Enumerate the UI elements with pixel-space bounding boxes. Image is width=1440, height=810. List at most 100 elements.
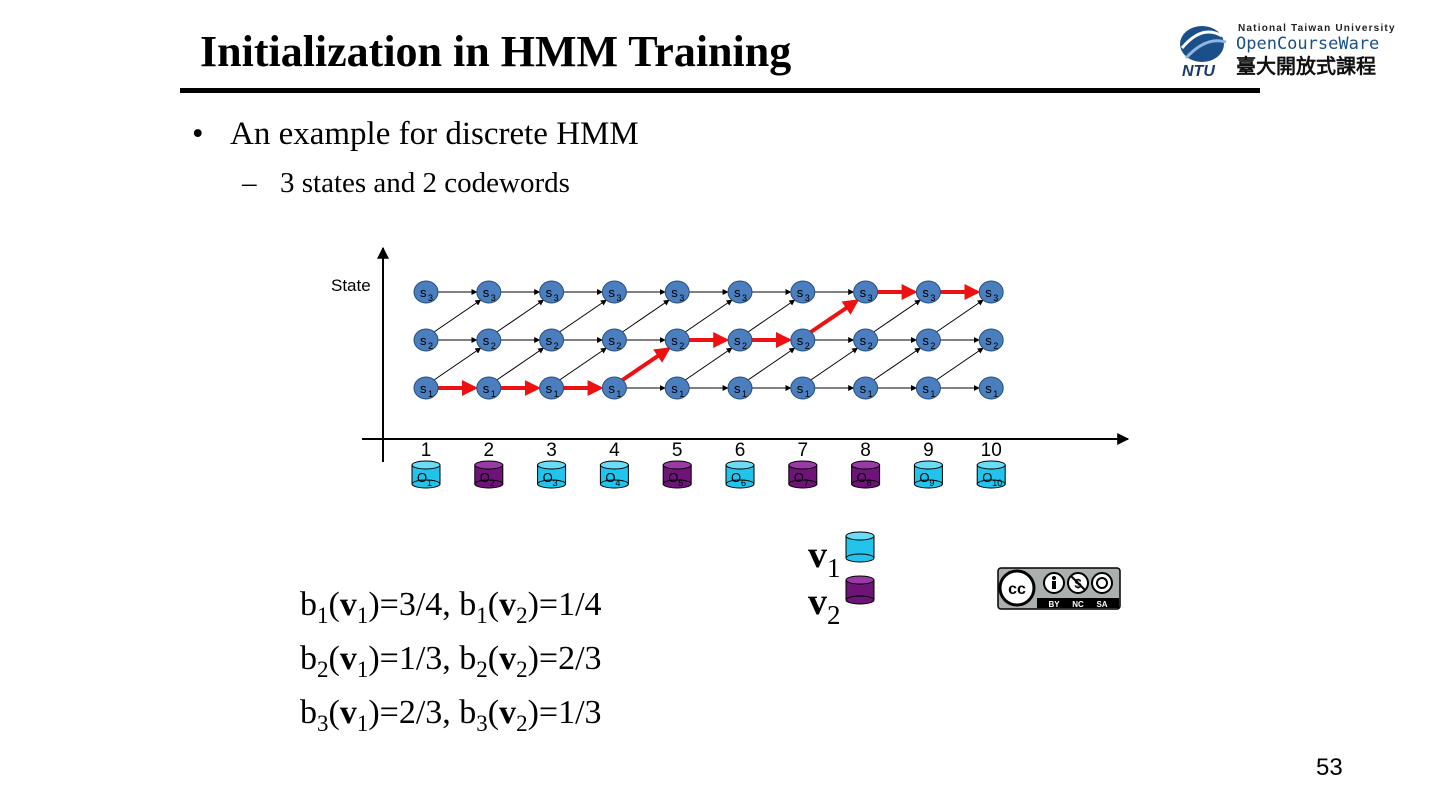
emission-prob-line-3: b3(v1)=2/3, b3(v2)=1/3: [300, 694, 602, 736]
svg-text:SA: SA: [1096, 600, 1107, 609]
svg-text:O: O: [668, 470, 678, 485]
svg-text:s: s: [734, 381, 741, 396]
svg-text:O: O: [794, 470, 804, 485]
svg-text:7: 7: [804, 478, 809, 488]
bullet-item: • An example for discrete HMM: [192, 116, 639, 152]
svg-text:s: s: [860, 381, 867, 396]
svg-text:s: s: [483, 381, 490, 396]
page-number: 53: [1316, 754, 1343, 781]
cc-license-badge: cc $ BY NC SA: [997, 567, 1121, 610]
svg-text:2: 2: [805, 341, 810, 351]
svg-text:s: s: [734, 285, 741, 300]
sub-bullet-marker: –: [242, 167, 257, 199]
transition-edge: [684, 299, 733, 333]
slide-title: Initialization in HMM Training: [200, 27, 792, 76]
svg-text:s: s: [922, 285, 929, 300]
svg-text:O: O: [857, 470, 867, 485]
time-tick-label: 6: [735, 440, 746, 461]
svg-text:3: 3: [616, 293, 621, 303]
svg-text:O: O: [417, 470, 427, 485]
svg-text:3: 3: [742, 293, 747, 303]
legend-v1-cylinder-icon: [845, 531, 875, 563]
svg-text:5: 5: [678, 478, 683, 488]
emission-prob-line-1: b1(v1)=3/4, b1(v2)=1/4: [300, 586, 602, 628]
svg-text:1: 1: [616, 389, 621, 399]
svg-text:s: s: [546, 381, 553, 396]
svg-text:O: O: [982, 470, 992, 485]
svg-text:1: 1: [868, 389, 873, 399]
svg-text:s: s: [546, 333, 553, 348]
svg-text:8: 8: [867, 478, 872, 488]
svg-text:2: 2: [554, 341, 559, 351]
svg-text:3: 3: [553, 478, 558, 488]
transition-edge: [433, 299, 482, 333]
svg-text:NC: NC: [1072, 600, 1084, 609]
svg-text:O: O: [731, 470, 741, 485]
svg-text:s: s: [671, 381, 678, 396]
svg-text:s: s: [671, 333, 678, 348]
svg-text:s: s: [546, 285, 553, 300]
transition-edge: [936, 299, 984, 333]
svg-text:2: 2: [679, 341, 684, 351]
svg-text:2: 2: [428, 341, 433, 351]
svg-text:1: 1: [742, 389, 747, 399]
legend-v2-label: v2: [808, 581, 841, 630]
svg-text:BY: BY: [1048, 600, 1060, 609]
y-axis-label: State: [331, 276, 371, 295]
logo-opencourseware: OpenCourseWare: [1236, 34, 1379, 54]
transition-edge: [496, 299, 545, 333]
time-tick-label: 8: [860, 440, 871, 461]
transition-edge: [622, 299, 670, 333]
svg-text:3: 3: [993, 293, 998, 303]
emission-prob-line-2: b2(v1)=1/3, b2(v2)=2/3: [300, 640, 602, 682]
svg-text:1: 1: [679, 389, 684, 399]
svg-text:s: s: [671, 285, 678, 300]
transition-edge: [747, 299, 796, 333]
time-tick-label: 3: [546, 440, 557, 461]
sub-bullet-item: –3 states and 2 codewords: [242, 167, 570, 200]
svg-text:1: 1: [805, 389, 810, 399]
svg-text:s: s: [922, 333, 929, 348]
transition-edge: [747, 347, 796, 381]
svg-text:s: s: [797, 285, 804, 300]
svg-text:2: 2: [930, 341, 935, 351]
svg-text:6: 6: [741, 478, 746, 488]
svg-text:s: s: [922, 381, 929, 396]
title-underline: [180, 88, 1260, 93]
svg-text:1: 1: [428, 389, 433, 399]
transition-edge: [936, 347, 984, 381]
svg-text:1: 1: [491, 389, 496, 399]
svg-text:s: s: [860, 333, 867, 348]
svg-text:cc: cc: [1008, 581, 1026, 598]
legend-v2-cylinder-icon: [845, 575, 875, 605]
svg-text:1: 1: [427, 478, 432, 488]
transition-edge: [559, 299, 607, 333]
observation-cylinder: O 10: [976, 460, 1006, 489]
time-tick-label: 10: [981, 440, 1002, 461]
svg-text:s: s: [420, 333, 427, 348]
svg-text:10: 10: [992, 478, 1002, 488]
svg-text:s: s: [797, 333, 804, 348]
